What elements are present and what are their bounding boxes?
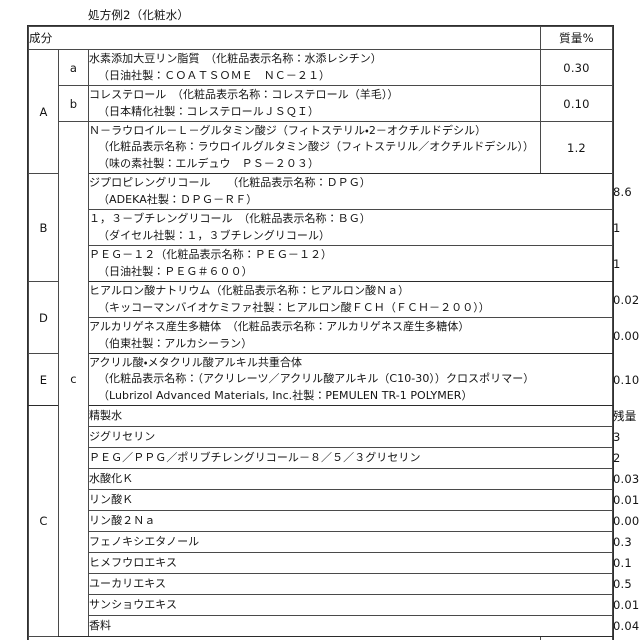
ingredient-line: （化粧品表示名称：（アクリレーツ／アクリル酸アルキル（C10-30））クロスポリ…	[98, 372, 535, 386]
table-row: ヒメフウロエキス 0.1	[29, 552, 632, 574]
group-label-B: B	[28, 173, 59, 282]
group-label-A: A	[28, 49, 59, 174]
ingredient-name-cell: 水酸化Ｋ	[88, 468, 613, 490]
ingredient-name-cell: サンショウエキス	[88, 594, 613, 616]
ingredient-line: （日本精化社製：コレステロールＪＳＱＩ）	[98, 104, 319, 118]
ingredient-line: （ADEKA社製：ＤＰＧ－ＲＦ）	[98, 192, 258, 206]
table-row: ユーカリエキス 0.5	[29, 573, 632, 595]
percent-value: 1.2	[540, 121, 613, 174]
ingredient-line: ユーカリエキス	[89, 576, 167, 590]
ingredient-line: （日油社製：ＰＥＧ＃６００）	[98, 264, 253, 278]
ingredient-line: 水酸化Ｋ	[89, 471, 134, 485]
ingredient-line: ヒアルロン酸ナトリウム（化粧品表示名称：ヒアルロン酸Ｎａ）	[89, 284, 410, 297]
ingredient-line: フェノキシエタノール	[89, 534, 200, 548]
ingredient-name-cell: １，３－ブチレングリコール （化粧品表示名称：ＢＧ） （ダイセル社製：１，３ブチレ…	[88, 209, 613, 246]
table-row: １，３－ブチレングリコール （化粧品表示名称：ＢＧ） （ダイセル社製：１，３ブチレ…	[29, 209, 621, 246]
ingredient-line: （伯東社製：アルカシーラン）	[98, 336, 253, 350]
percent-value: 0.10	[540, 85, 613, 122]
ingredient-line: ＰＥＧ／ＰＰＧ／ポリブチレングリコール－８／５／３グリセリン	[89, 450, 421, 464]
column-header-ingredient: 成分	[28, 26, 541, 50]
ingredient-name-cell: フェノキシエタノール	[88, 531, 613, 553]
column-header-percent: 質量%	[540, 26, 613, 50]
page-title: 処方例2（化粧水）	[88, 8, 190, 22]
ingredient-name-cell: 精製水	[88, 405, 613, 427]
ingredient-line: リン酸２Ｎａ	[89, 513, 156, 527]
ingredient-line: ヒメフウロエキス	[89, 555, 178, 569]
table-row: C 精製水 残量	[28, 405, 636, 637]
ingredient-name-cell: 香料	[88, 615, 613, 637]
group-label-D: D	[28, 281, 59, 354]
sub-label-a: a	[58, 49, 89, 86]
ingredient-line: アルカリゲネス産生多糖体 （化粧品表示名称：アルカリゲネス産生多糖体）	[89, 320, 470, 333]
ingredient-line: （日油社製：ＣＯＡＴＳＯＭＥ ＮＣ－２１）	[98, 68, 331, 82]
ingredient-name-cell: ＰＥＧ／ＰＰＧ／ポリブチレングリコール－８／５／３グリセリン	[88, 447, 613, 469]
ingredient-name-cell: ユーカリエキス	[88, 573, 613, 595]
table-row: ＰＥＧ－１２（化粧品表示名称：ＰＥＧ－１２） （日油社製：ＰＥＧ＃６００） 1	[29, 245, 621, 282]
ingredient-line: １，３－ブチレングリコール （化粧品表示名称：ＢＧ）	[89, 212, 371, 225]
table-row: 香料 0.04	[29, 615, 639, 637]
total-label: 合計	[28, 636, 541, 640]
ingredient-line: ジプロピレングリコール （化粧品表示名称：ＤＰＧ）	[89, 176, 371, 189]
table-header-row: 成分 質量%	[28, 26, 613, 50]
ingredient-line: （味の素社製：エルデュウ ＰＳ－２０３）	[98, 156, 319, 170]
ingredient-name-cell: ジプロピレングリコール （化粧品表示名称：ＤＰＧ） （ADEKA社製：ＤＰＧ－ＲＦ…	[88, 173, 613, 210]
table-total-row: 合計100	[28, 636, 613, 640]
ingredient-name-cell: Ｎ－ラウロイル－Ｌ－グルタミン酸ジ（フィトステリル・2－オクチルドデシル） （化粧…	[88, 121, 541, 174]
ingredient-line: 香料	[89, 618, 112, 632]
table-row: E アクリル酸・メタクリル酸アルキル共重合体 （化粧品表示名称：（アクリレーツ／アク…	[28, 353, 639, 406]
group-label-C: C	[28, 405, 59, 637]
table-row: アルカリゲネス産生多糖体 （化粧品表示名称：アルカリゲネス産生多糖体） （伯東社製…	[29, 317, 640, 354]
ingredient-name-cell: 水素添加大豆リン脂質 （化粧品表示名称：水添レシチン） （日油社製：ＣＯＡＴＳＯＭ…	[88, 49, 541, 86]
ingredient-name-cell: リン酸２Ｎａ	[88, 510, 613, 532]
ingredient-line: アクリル酸・メタクリル酸アルキル共重合体	[89, 355, 303, 369]
table-row: c Ｎ－ラウロイル－Ｌ－グルタミン酸ジ（フィトステリル・2－オクチルドデシル） （化…	[29, 121, 613, 637]
ingredient-name-cell: ヒアルロン酸ナトリウム（化粧品表示名称：ヒアルロン酸Ｎａ） （キッコーマンバイオケ…	[88, 281, 613, 318]
ingredient-name-cell: アルカリゲネス産生多糖体 （化粧品表示名称：アルカリゲネス産生多糖体） （伯東社製…	[88, 317, 613, 354]
percent-value: 0.30	[540, 49, 613, 86]
ingredient-line: ジグリセリン	[89, 429, 156, 443]
ingredient-line: （キッコーマンバイオケミファ社製：ヒアルロン酸ＦＣＨ（ＦＣＨ－２００））	[98, 300, 490, 314]
table-row: b コレステロール （化粧品表示名称：コレステロール（羊毛）） （日本精化社製：コレ…	[29, 85, 613, 122]
ingredient-line: コレステロール （化粧品表示名称：コレステロール（羊毛））	[89, 88, 399, 101]
total-percent: 100	[540, 636, 613, 640]
ingredient-name-cell: ジグリセリン	[88, 426, 613, 448]
table-row: ＰＥＧ／ＰＰＧ／ポリブチレングリコール－８／５／３グリセリン 2	[29, 447, 621, 469]
ingredient-line: ＰＥＧ－１２（化粧品表示名称：ＰＥＧ－１２）	[89, 248, 333, 261]
table-row: フェノキシエタノール 0.3	[29, 531, 632, 553]
group-label-E: E	[28, 353, 59, 406]
sub-label-b: b	[58, 85, 89, 122]
ingredient-line: 精製水	[89, 408, 123, 422]
table-row: 水酸化Ｋ 0.03	[29, 468, 639, 490]
ingredient-line: Ｎ－ラウロイル－Ｌ－グルタミン酸ジ（フィトステリル・2－オクチルドデシル）	[89, 123, 487, 137]
table-row: B ジプロピレングリコール （化粧品表示名称：ＤＰＧ） （ADEKA社製：ＤＰＧ－Ｒ…	[28, 173, 632, 282]
table-row: ジグリセリン 3	[29, 426, 621, 448]
ingredient-line: 水素添加大豆リン脂質 （化粧品表示名称：水添レシチン）	[89, 52, 382, 65]
ingredient-line: （化粧品表示名称：ラウロイルグルタミン酸ジ（フィトステリル／オクチルドデシル））	[98, 140, 535, 154]
sub-label-c: c	[58, 121, 89, 637]
ingredient-name-cell: リン酸Ｋ	[88, 489, 613, 511]
ingredient-line: （ダイセル社製：１，３ブチレングリコール）	[98, 228, 331, 242]
ingredient-line: サンショウエキス	[89, 597, 178, 611]
table-row: サンショウエキス 0.01	[29, 594, 639, 616]
ingredient-name-cell: アクリル酸・メタクリル酸アルキル共重合体 （化粧品表示名称：（アクリレーツ／アクリ…	[88, 353, 613, 406]
ingredient-name-cell: コレステロール （化粧品表示名称：コレステロール（羊毛）） （日本精化社製：コレス…	[88, 85, 541, 122]
ingredient-name-cell: ヒメフウロエキス	[88, 552, 613, 574]
ingredient-name-cell: ＰＥＧ－１２（化粧品表示名称：ＰＥＧ－１２） （日油社製：ＰＥＧ＃６００）	[88, 245, 613, 282]
ingredient-line: （Lubrizol Advanced Materials, Inc.社製：PEM…	[98, 388, 473, 402]
ingredient-line: リン酸Ｋ	[89, 492, 134, 506]
table-row: D ヒアルロン酸ナトリウム（化粧品表示名称：ヒアルロン酸Ｎａ） （キッコーマンバイオ…	[28, 281, 639, 354]
